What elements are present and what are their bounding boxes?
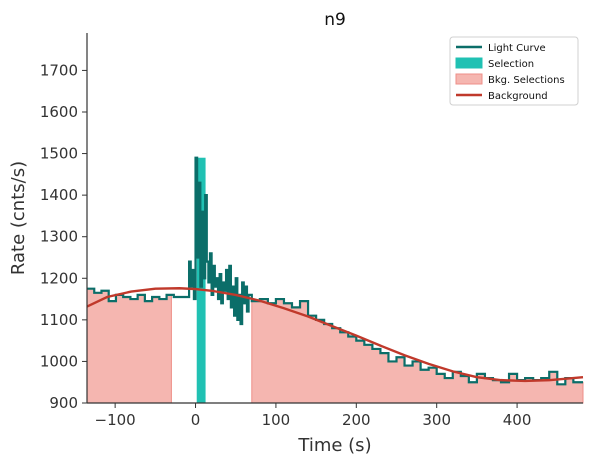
- plot-area: [86, 156, 584, 404]
- y-tick-label: 1200: [40, 269, 78, 287]
- legend-swatch-patch: [455, 73, 483, 85]
- legend-items: Light Curve Selection Bkg. Selections Backg…: [455, 43, 565, 102]
- legend-label: Light Curve: [488, 43, 546, 54]
- y-tick-label: 900: [49, 394, 78, 412]
- legend: Light Curve Selection Bkg. Selections Backg…: [449, 36, 579, 106]
- x-tick-label: 200: [342, 411, 371, 429]
- x-tick-label: 0: [191, 411, 201, 429]
- y-tick-label: 1500: [40, 145, 78, 163]
- chart-title: n9: [324, 10, 346, 30]
- legend-label: Bkg. Selections: [488, 75, 565, 86]
- legend-label: Background: [488, 91, 548, 102]
- y-tick-label: 1700: [40, 61, 78, 79]
- bkg-selection-area-1: [86, 288, 172, 404]
- y-ticks: 900 1000 1100 1200 1300 1400 1500 1600 1700: [40, 61, 87, 412]
- axes: [86, 33, 583, 404]
- x-ticks: −100 0 100 200 300 400: [95, 403, 532, 429]
- legend-swatch-patch: [455, 57, 483, 69]
- x-tick-label: −100: [95, 411, 136, 429]
- y-tick-label: 1600: [40, 103, 78, 121]
- y-tick-label: 1000: [40, 352, 78, 370]
- x-axis-label: Time (s): [297, 435, 371, 456]
- legend-frame: [449, 36, 579, 106]
- x-tick-label: 300: [422, 411, 451, 429]
- background-model-line: [86, 287, 584, 383]
- x-tick-label: 400: [503, 411, 532, 429]
- y-tick-label: 1300: [40, 228, 78, 246]
- x-tick-label: 100: [262, 411, 291, 429]
- y-tick-label: 1400: [40, 186, 78, 204]
- y-tick-label: 1100: [40, 311, 78, 329]
- y-axis-label: Rate (cnts/s): [8, 161, 29, 275]
- legend-label: Selection: [488, 59, 534, 70]
